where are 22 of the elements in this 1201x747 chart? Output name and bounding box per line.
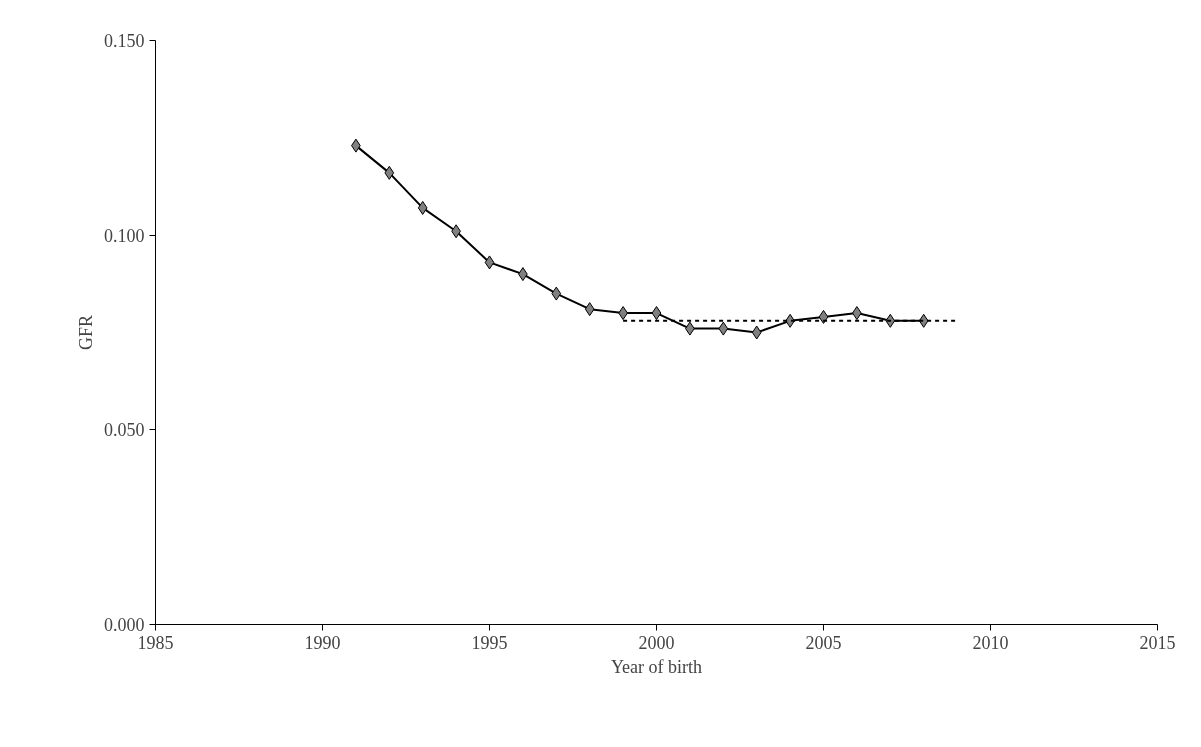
y-axis-title: GFR	[76, 314, 96, 351]
x-tick-label: 2010	[972, 632, 1009, 653]
point	[818, 309, 829, 324]
x-tick-label: 2000	[638, 632, 675, 653]
point	[584, 302, 595, 317]
x-tick-label: 1990	[304, 632, 341, 653]
x-tick-label: 1985	[137, 632, 174, 653]
x-tick-label: 2005	[805, 632, 842, 653]
point	[417, 200, 428, 215]
point	[484, 255, 495, 270]
x-tick-label: 1995	[471, 632, 508, 653]
y-tick-label: 0.100	[104, 225, 145, 246]
point	[651, 306, 662, 321]
point	[384, 165, 395, 180]
y-tick-label: 0.150	[104, 31, 145, 51]
x-axis-title: Year of birth	[610, 656, 703, 677]
point	[551, 286, 562, 301]
point	[751, 325, 762, 340]
y-tick-label: 0.000	[104, 615, 145, 635]
point	[718, 321, 729, 336]
x-tick-label: 2015	[1139, 632, 1176, 653]
y-tick-label: 0.050	[104, 420, 145, 441]
